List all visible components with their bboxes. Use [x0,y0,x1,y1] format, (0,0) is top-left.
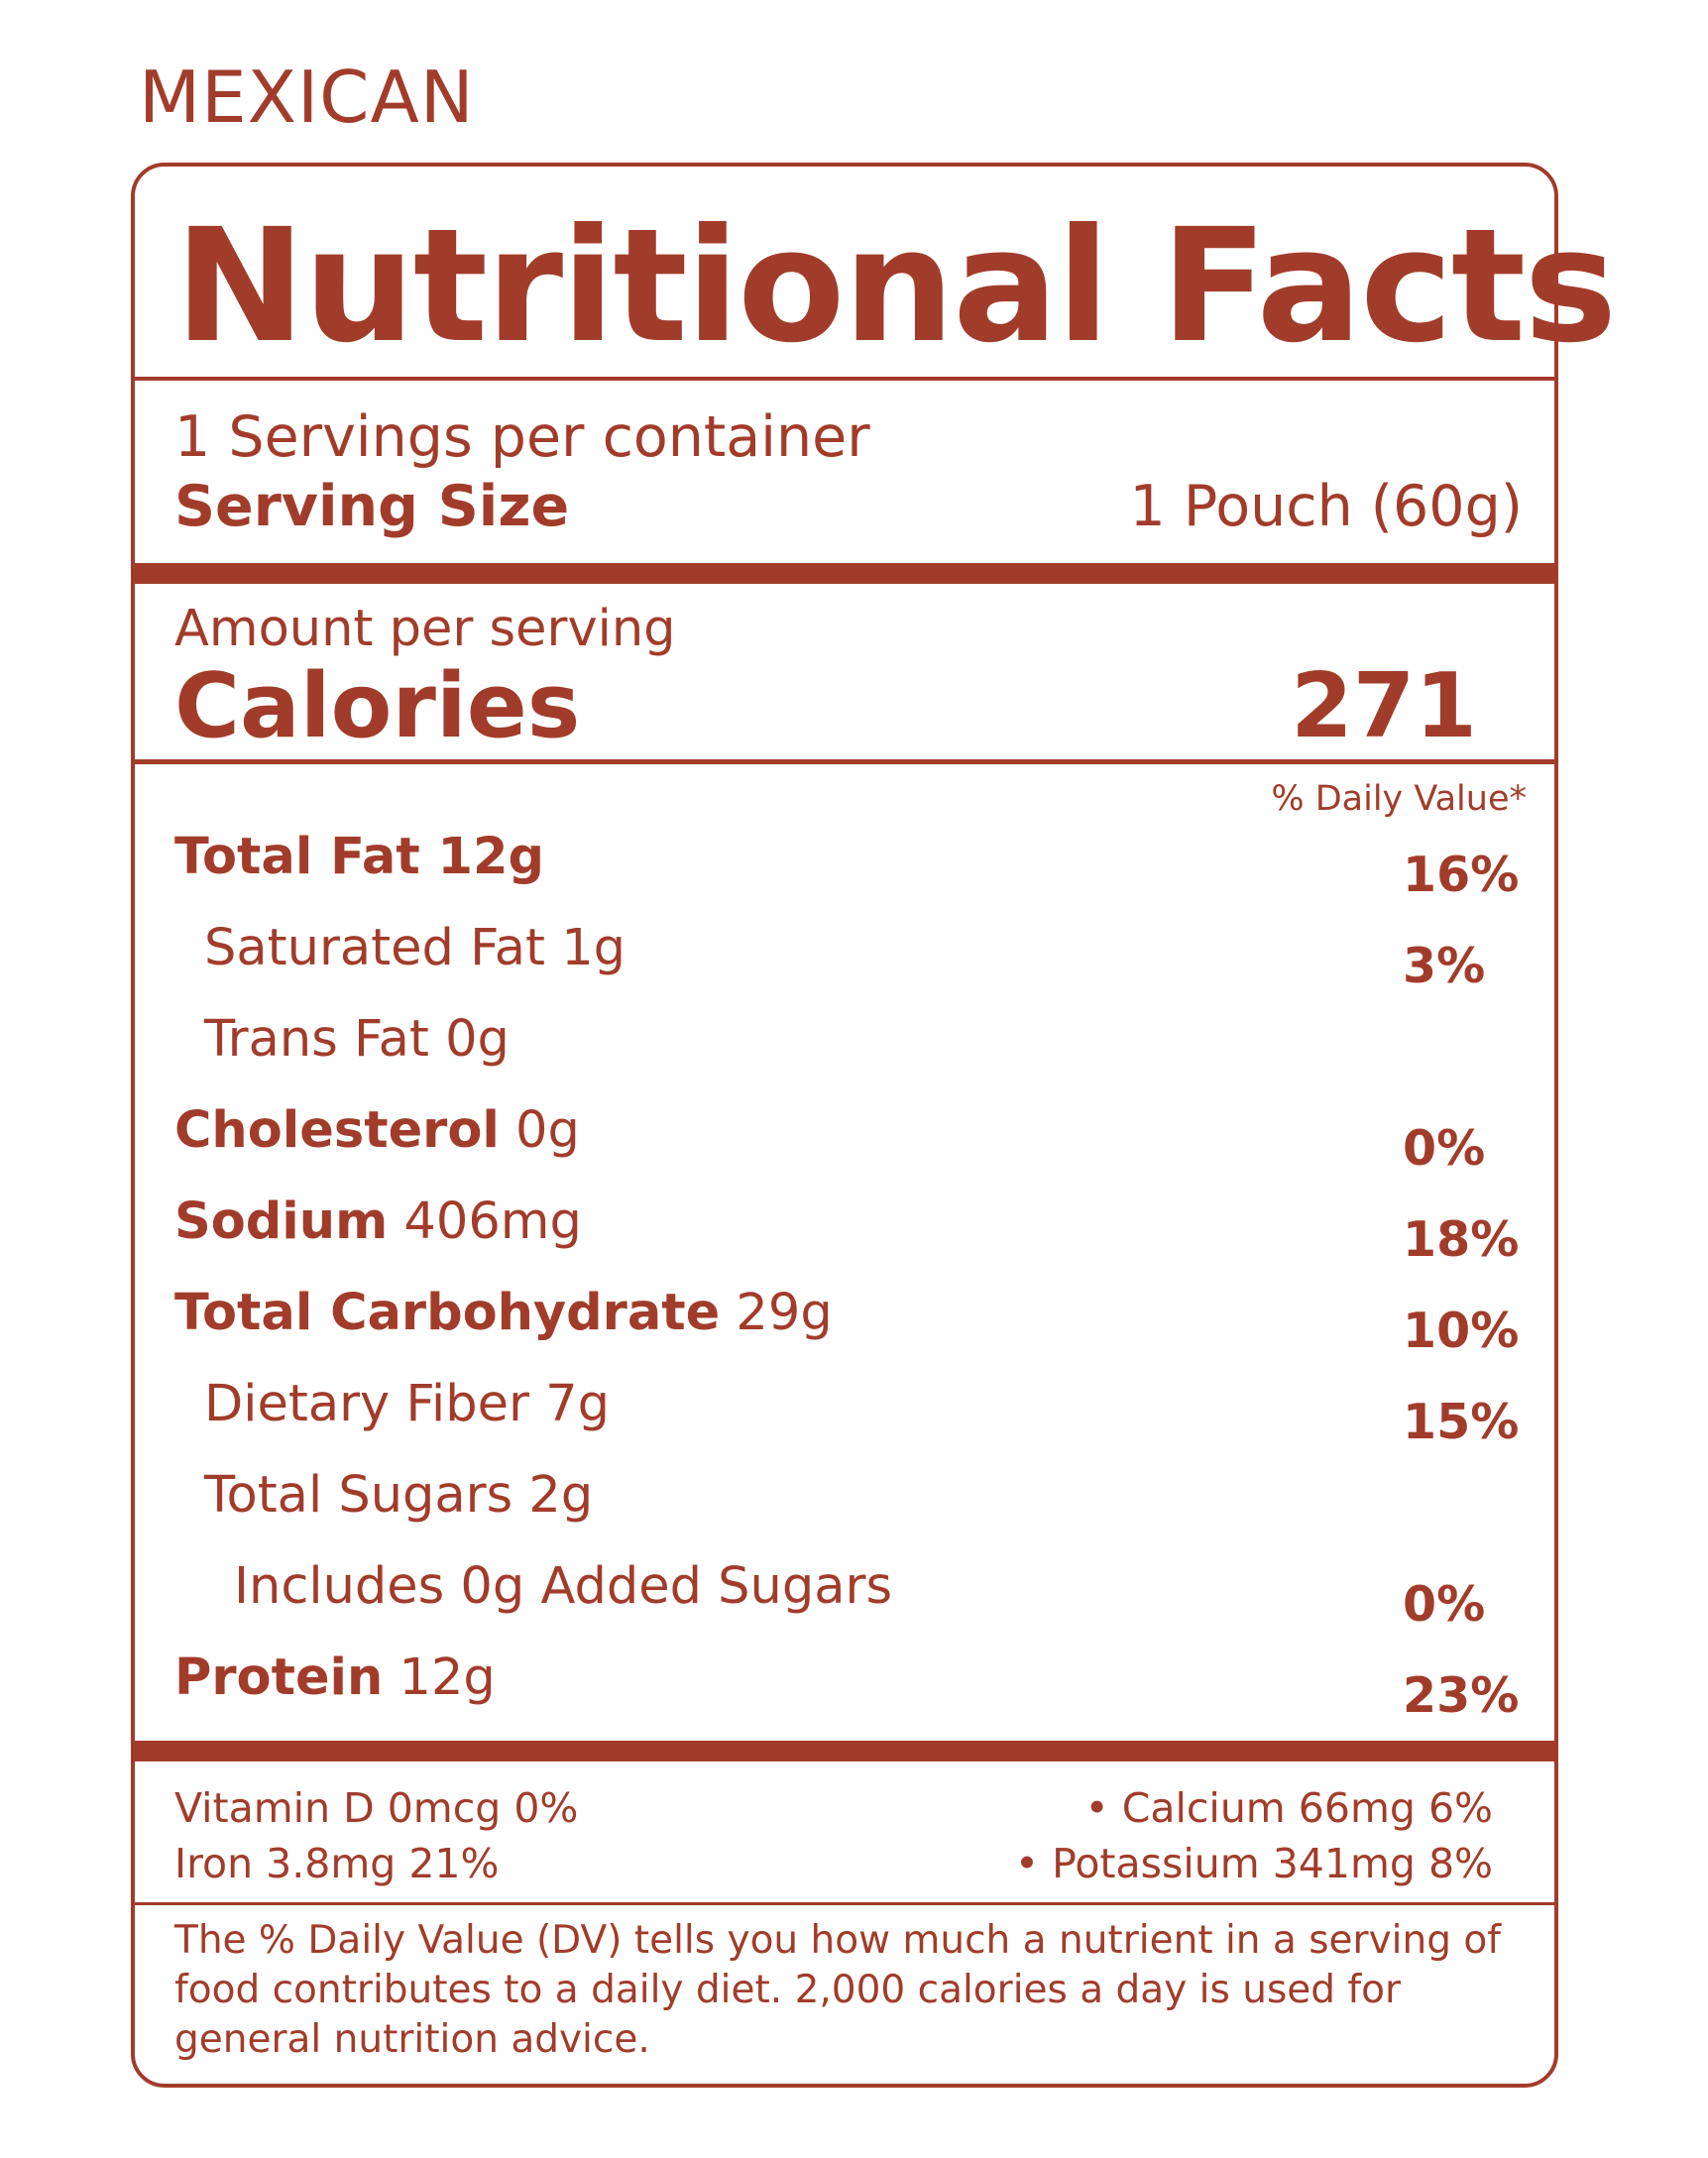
nutrient-name: Trans Fat 0g [204,1010,510,1069]
nutrient-row-total-carbohydrate: Total Carbohydrate 29g 10% [135,1281,1554,1359]
amount-per-serving-label: Amount per serving [174,600,676,658]
label-title: Nutritional Facts [174,195,1617,378]
nutrient-name: Saturated Fat 1g [204,919,626,977]
title-divider [135,377,1554,381]
nutrient-daily-value: 3% [1403,938,1486,994]
brand-name: MEXICAN [139,56,475,139]
nutrient-name: Protein 12g [174,1648,496,1707]
calories-divider [135,759,1554,764]
nutrient-daily-value: 10% [1403,1303,1520,1359]
calcium: • Calcium 66mg 6% [1084,1784,1493,1832]
nutrient-row-sodium: Sodium 406mg 18% [135,1190,1554,1268]
potassium: • Potassium 341mg 8% [1014,1840,1493,1887]
nutrient-row-dietary-fiber: Dietary Fiber 7g 15% [135,1372,1554,1450]
nutrient-name: Sodium 406mg [174,1193,582,1251]
nutrient-row-total-sugars: Total Sugars 2g [135,1463,1554,1529]
nutrient-daily-value: 0% [1403,1120,1486,1177]
vitamins-divider [135,1902,1554,1905]
nutrient-daily-value: 23% [1403,1667,1520,1724]
nutrient-name: Total Sugars 2g [204,1466,594,1525]
nutrient-row-cholesterol: Cholesterol 0g 0% [135,1098,1554,1177]
calories-value: 271 [1291,654,1477,758]
nutrient-row-trans-fat: Trans Fat 0g [135,1007,1554,1073]
nutrient-row-added-sugars: Includes 0g Added Sugars 0% [135,1554,1554,1633]
serving-divider [135,563,1554,584]
nutrient-row-total-fat: Total Fat 12g 16% [135,825,1554,903]
calories-label: Calories [174,654,581,758]
iron: Iron 3.8mg 21% [174,1840,500,1887]
nutrient-name: Dietary Fiber 7g [204,1375,610,1433]
daily-value-footnote: The % Daily Value (DV) tells you how muc… [174,1918,1501,2062]
daily-value-header: % Daily Value* [1271,779,1527,819]
nutrition-label: Nutritional Facts 1 Servings per contain… [131,163,1617,2088]
serving-size-label: Serving Size [174,474,570,539]
nutrient-daily-value: 0% [1403,1576,1486,1633]
nutrient-name: Total Fat 12g [174,828,544,886]
nutrient-row-protein: Protein 12g 23% [135,1646,1554,1724]
nutrient-name: Total Carbohydrate 29g [174,1284,833,1342]
nutrient-daily-value: 15% [1403,1394,1520,1450]
nutrients-divider [135,1741,1554,1761]
nutrient-daily-value: 18% [1403,1211,1520,1268]
servings-per-container: 1 Servings per container [174,404,870,470]
nutrient-name: Includes 0g Added Sugars [234,1557,893,1616]
serving-size-value: 1 Pouch (60g) [1129,474,1524,539]
nutrient-row-saturated-fat: Saturated Fat 1g 3% [135,916,1554,994]
vitamin-d: Vitamin D 0mcg 0% [174,1784,579,1832]
nutrient-name: Cholesterol 0g [174,1101,580,1160]
nutrient-daily-value: 16% [1403,847,1520,903]
